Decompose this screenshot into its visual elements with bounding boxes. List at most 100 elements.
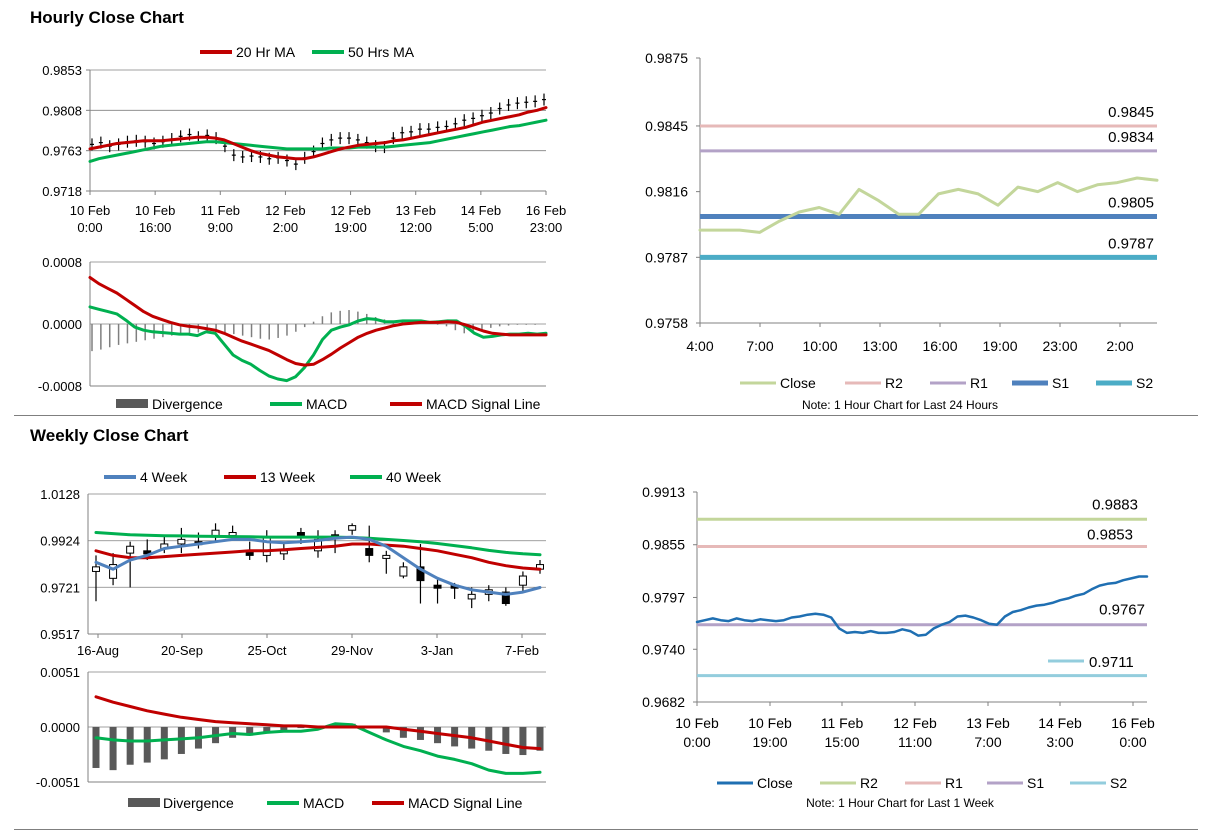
weekly-price-xtick-label: 25-Oct — [247, 643, 286, 658]
hourly-levels-legend-r1-label: R1 — [970, 375, 988, 391]
weekly-price-xtick-label: 7-Feb — [505, 643, 539, 658]
hourly-levels-legend-s2-label: S2 — [1136, 375, 1153, 391]
weekly-candle-body — [467, 593, 476, 600]
hourly-macd-signal-line — [88, 276, 548, 367]
hourly-levels-xtick-label: 19:00 — [982, 338, 1017, 354]
hourly-price-xtick-label: 5:00 — [468, 220, 493, 235]
weekly-candle-body — [109, 564, 118, 579]
weekly-levels-ytick-label: 0.9740 — [642, 641, 685, 657]
weekly-levels-legend-s2-label: S2 — [1110, 775, 1127, 791]
weekly-levels-xtick-label: 3:00 — [1046, 734, 1073, 750]
weekly-candle-body — [382, 554, 391, 559]
weekly-level-r2-label: 0.9883 — [1092, 496, 1138, 513]
weekly-candle-body — [92, 566, 100, 572]
weekly-divergence-bar — [177, 727, 185, 754]
hourly-levels-close-line — [698, 176, 1159, 234]
hourly-price-xtick-label: 12 Feb — [265, 203, 305, 218]
weekly-levels-legend-s1-label: S1 — [1027, 775, 1044, 791]
hourly-level-s2-label: 0.9787 — [1108, 235, 1154, 252]
hourly-levels-xtick-label: 4:00 — [686, 338, 713, 354]
weekly-divergence-bar — [160, 727, 168, 760]
weekly-level-s2-label: 0.9711 — [1089, 654, 1134, 671]
weekly-levels-ytick-label: 0.9855 — [642, 537, 685, 553]
weekly-macd-ytick-label: 0.0051 — [40, 665, 80, 680]
weekly-price-xtick-label: 20-Sep — [161, 643, 203, 658]
hourly-price-xtick-label: 16:00 — [139, 220, 172, 235]
weekly-levels-legend-r1-label: R1 — [945, 775, 963, 791]
hourly-price-xtick-label: 10 Feb — [135, 203, 175, 218]
weekly-levels-close-line — [695, 575, 1149, 637]
weekly-divergence-bar — [263, 727, 271, 733]
weekly-levels-xtick-label: 11:00 — [898, 734, 932, 750]
weekly-price-xtick-label: 29-Nov — [331, 643, 373, 658]
bottom-divider — [14, 829, 1198, 830]
weekly-levels-xtick-label: 13 Feb — [966, 715, 1010, 731]
weekly-candle-body — [348, 525, 357, 531]
weekly-legend-4wk-label: 4 Week — [140, 469, 188, 485]
hourly-price-ytick-label: 0.9763 — [42, 144, 82, 159]
hourly-levels-ytick-label: 0.9758 — [645, 315, 688, 331]
weekly-price-xtick-label: 3-Jan — [421, 643, 454, 658]
weekly-levels-xtick-label: 0:00 — [683, 734, 710, 750]
weekly-price-ytick-label: 0.9721 — [40, 580, 80, 595]
hourly-price-xtick-label: 11 Feb — [201, 203, 241, 218]
weekly-macd-line — [94, 722, 542, 775]
hourly-levels-ytick-label: 0.9816 — [645, 184, 688, 200]
hourly-levels-note: Note: 1 Hour Chart for Last 24 Hours — [802, 398, 998, 412]
weekly-divergence-bar — [246, 727, 254, 736]
weekly-levels-xtick-label: 15:00 — [824, 734, 859, 750]
weekly-divergence-bar — [536, 727, 544, 751]
hourly-legend-signal-label: MACD Signal Line — [426, 396, 541, 412]
hourly-section-title: Hourly Close Chart — [30, 8, 184, 27]
hourly-legend-50hr-label: 50 Hrs MA — [348, 44, 415, 60]
hourly-price-xtick-label: 14 Feb — [461, 203, 501, 218]
hourly-levels-xtick-label: 2:00 — [1106, 338, 1133, 354]
weekly-macd-ytick-label: 0.0000 — [40, 720, 80, 735]
weekly-level-s1-label: 0.9767 — [1099, 602, 1145, 619]
weekly-legend-13wk-label: 13 Week — [260, 469, 316, 485]
weekly-divergence-bar — [416, 727, 424, 740]
weekly-levels-legend-close-label: Close — [757, 775, 793, 791]
hourly-price-xtick-label: 23:00 — [530, 220, 563, 235]
weekly-divergence-bar — [280, 727, 288, 731]
weekly-legend-signal-label: MACD Signal Line — [408, 795, 523, 811]
weekly-40wk-line — [94, 531, 542, 557]
weekly-divergence-bar — [143, 727, 151, 763]
weekly-level-r1-label: 0.9853 — [1087, 527, 1133, 544]
weekly-candle-body — [365, 548, 374, 556]
weekly-divergence-bar — [519, 727, 527, 756]
weekly-candle-body — [416, 566, 425, 582]
hourly-levels-legend-r2-label: R2 — [885, 375, 903, 391]
hourly-price-xtick-label: 13 Feb — [395, 203, 435, 218]
weekly-divergence-bar — [109, 727, 117, 771]
weekly-levels-xtick-label: 16 Feb — [1111, 715, 1155, 731]
weekly-candle-body — [399, 566, 408, 577]
weekly-divergence-bar — [382, 727, 390, 733]
weekly-section-title: Weekly Close Chart — [30, 426, 189, 445]
hourly-level-s1-label: 0.9805 — [1108, 195, 1154, 212]
weekly-candle-body — [228, 531, 237, 536]
section-divider — [14, 415, 1198, 416]
weekly-levels-xtick-label: 14 Feb — [1038, 715, 1082, 731]
hourly-legend-divergence-swatch — [116, 399, 148, 408]
hourly-macd-ytick-label: -0.0008 — [38, 379, 82, 394]
weekly-levels-legend-r2-label: R2 — [860, 775, 878, 791]
hourly-legend-20hr-label: 20 Hr MA — [236, 44, 296, 60]
weekly-legend-divergence-swatch — [128, 798, 160, 807]
hourly-macd-line — [88, 305, 548, 383]
weekly-candle-body — [501, 591, 510, 605]
weekly-levels-note: Note: 1 Hour Chart for Last 1 Week — [806, 796, 995, 810]
weekly-levels-xtick-label: 10 Feb — [675, 715, 719, 731]
hourly-levels-xtick-label: 13:00 — [862, 338, 897, 354]
weekly-levels-xtick-label: 12 Feb — [893, 715, 937, 731]
weekly-price-ytick-label: 1.0128 — [40, 487, 80, 502]
weekly-legend-macd-label: MACD — [303, 795, 344, 811]
weekly-4wk-line — [94, 535, 542, 596]
weekly-divergence-bar — [92, 727, 100, 768]
weekly-price-xtick-label: 16-Aug — [77, 643, 119, 658]
weekly-candle-body — [262, 536, 271, 556]
hourly-price-xtick-label: 0:00 — [77, 220, 102, 235]
weekly-macd-signal-line — [94, 695, 542, 751]
weekly-candle-body — [518, 575, 527, 586]
